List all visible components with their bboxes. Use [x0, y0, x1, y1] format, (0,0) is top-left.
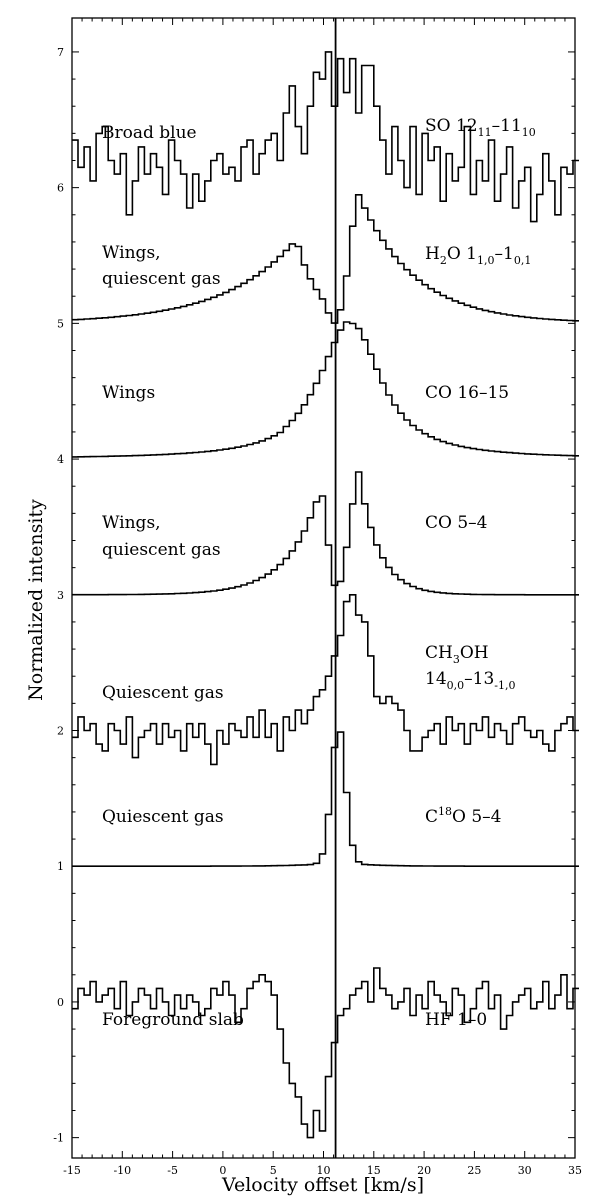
x-tick-label: -15 — [63, 1164, 81, 1177]
annotation-quiescent-4: Quiescent gas — [102, 807, 224, 827]
x-tick-label: 25 — [467, 1164, 481, 1177]
x-tick-label: 30 — [518, 1164, 532, 1177]
label-so: SO 1211–1110 — [425, 116, 536, 139]
x-tick-label: 20 — [417, 1164, 431, 1177]
x-tick-label: 15 — [367, 1164, 381, 1177]
x-tick-label: -10 — [113, 1164, 131, 1177]
label-hf: HF 1–0 — [425, 1010, 487, 1030]
spectral-traces — [72, 51, 579, 1139]
label-c18o: C18O 5–4 — [425, 805, 502, 827]
y-tick-label: 2 — [57, 725, 64, 738]
label-co-5-4: CO 5–4 — [425, 513, 487, 533]
x-tick-label: 5 — [270, 1164, 277, 1177]
label-ch3oh: CH3OH — [425, 643, 489, 666]
y-tick-label: 1 — [57, 860, 64, 873]
x-tick-label: 35 — [568, 1164, 582, 1177]
annotation-wings-3: Wings, — [102, 513, 161, 533]
annotation-quiescent-1: quiescent gas — [102, 269, 221, 289]
spectrum-trace-6 — [72, 967, 579, 1139]
annotation-wings-1: Wings, — [102, 243, 161, 263]
label-co-16-15: CO 16–15 — [425, 383, 509, 403]
spectrum-trace-1 — [72, 194, 579, 324]
spectrum-trace-3 — [72, 471, 579, 596]
annotation-broad-blue: Broad blue — [102, 123, 197, 143]
spectrum-trace-2 — [72, 321, 579, 458]
label-h2o: H2O 11,0–10,1 — [425, 244, 531, 267]
y-tick-label: 4 — [57, 453, 64, 466]
y-tick-label: -1 — [53, 1132, 64, 1145]
x-axis-title: Velocity offset [km/s] — [221, 1174, 424, 1196]
x-tick-label: -5 — [167, 1164, 178, 1177]
plot-frame — [71, 17, 576, 1159]
spectrum-trace-0 — [72, 51, 579, 223]
x-tick-label: 10 — [317, 1164, 331, 1177]
y-tick-label: 3 — [57, 589, 64, 602]
annotation-foreground-slab: Foreground slab — [102, 1010, 244, 1030]
label-ch3oh-transition: 140,0–13-1,0 — [425, 669, 516, 692]
annotation-quiescent-2: quiescent gas — [102, 540, 221, 560]
y-tick-label: 7 — [57, 46, 64, 59]
y-tick-label: 6 — [57, 182, 64, 195]
spectrum-trace-4 — [72, 594, 579, 766]
annotation-quiescent-3: Quiescent gas — [102, 683, 224, 703]
spectrum-trace-5 — [72, 731, 579, 867]
x-tick-label: 0 — [219, 1164, 226, 1177]
y-axis-title: Normalized intensity — [25, 499, 47, 701]
y-tick-label: 5 — [57, 317, 64, 330]
y-tick-label: 0 — [57, 996, 64, 1009]
annotation-wings-2: Wings — [102, 383, 155, 403]
